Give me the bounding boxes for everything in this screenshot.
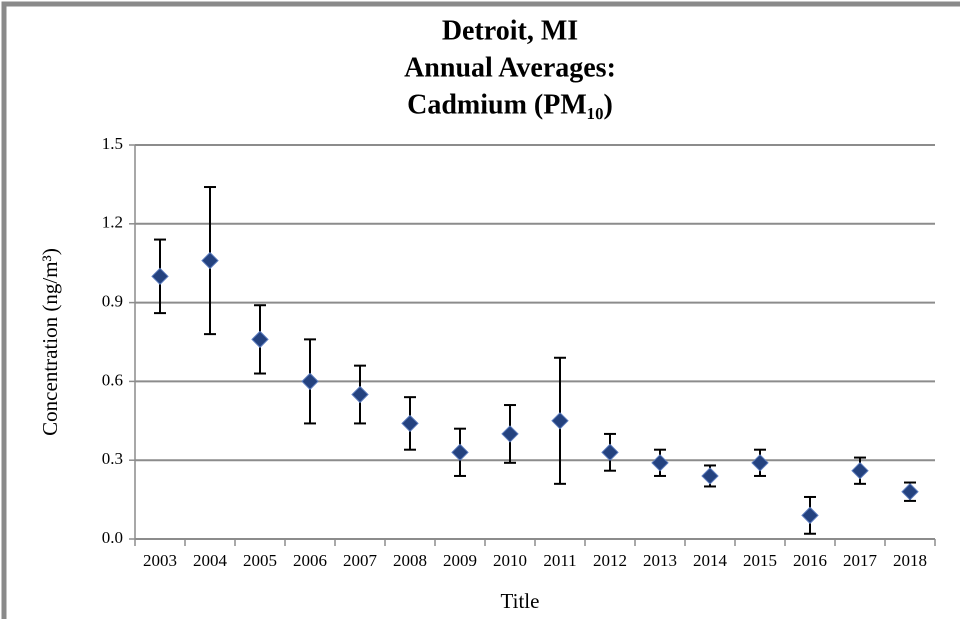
marker xyxy=(551,412,569,430)
x-tick-label: 2004 xyxy=(193,551,228,570)
x-tick-label: 2015 xyxy=(743,551,777,570)
x-tick-label: 2008 xyxy=(393,551,427,570)
marker xyxy=(751,454,769,472)
marker xyxy=(701,467,719,485)
chart-title: Detroit, MI xyxy=(442,15,578,46)
x-tick-label: 2013 xyxy=(643,551,677,570)
marker xyxy=(401,414,419,433)
marker xyxy=(601,443,619,462)
marker xyxy=(251,330,269,349)
marker xyxy=(501,425,519,443)
x-axis-label: Title xyxy=(501,589,540,613)
chart-title: Cadmium (PM₁₀) xyxy=(407,89,613,120)
marker xyxy=(451,443,469,462)
x-tick-label: 2005 xyxy=(243,551,277,570)
x-tick-label: 2016 xyxy=(793,551,827,570)
chart-title: Annual Averages: xyxy=(404,52,616,83)
y-tick-label: 0.9 xyxy=(102,292,123,311)
marker xyxy=(901,483,919,501)
x-tick-label: 2007 xyxy=(343,551,378,570)
x-tick-label: 2011 xyxy=(543,551,576,570)
y-tick-label: 1.5 xyxy=(102,134,123,153)
y-tick-label: 1.2 xyxy=(102,213,123,232)
y-tick-label: 0.6 xyxy=(102,370,123,389)
marker xyxy=(851,461,869,480)
x-tick-label: 2012 xyxy=(593,551,627,570)
marker xyxy=(651,454,669,472)
x-tick-label: 2003 xyxy=(143,551,177,570)
marker xyxy=(351,385,369,404)
marker xyxy=(801,506,819,525)
y-axis-label: Concentration (ng/m³) xyxy=(38,248,62,436)
x-tick-label: 2006 xyxy=(293,551,327,570)
x-tick-label: 2018 xyxy=(893,551,927,570)
y-tick-label: 0.0 xyxy=(102,528,123,547)
x-tick-label: 2014 xyxy=(693,551,728,570)
marker xyxy=(151,267,169,286)
x-tick-label: 2010 xyxy=(493,551,527,570)
x-tick-label: 2017 xyxy=(843,551,878,570)
x-tick-label: 2009 xyxy=(443,551,477,570)
y-tick-label: 0.3 xyxy=(102,449,123,468)
marker xyxy=(301,372,319,391)
marker xyxy=(201,251,219,270)
